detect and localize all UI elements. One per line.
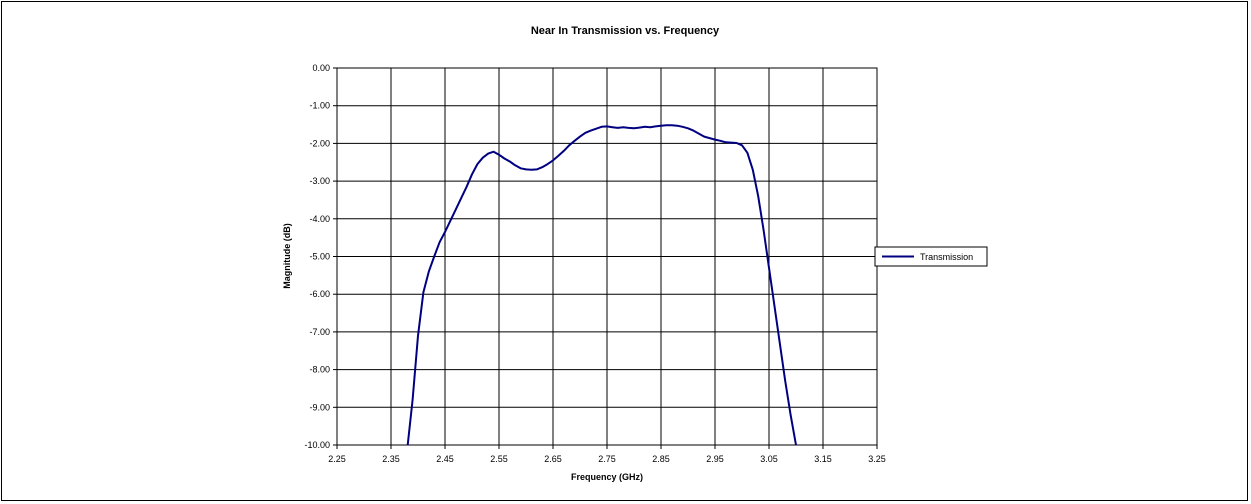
x-tick-label: 2.95 bbox=[706, 454, 724, 464]
y-tick-label: -6.00 bbox=[309, 289, 330, 299]
legend-box bbox=[874, 246, 988, 267]
y-tick-labels: 0.00 -1.00 -2.00 -3.00 -4.00 -5.00 -6.00 -7.00 -… bbox=[304, 63, 330, 450]
x-tick-labels: 2.25 2.35 2.45 2.55 2.65 2.75 2.85 2.95 3.05 3.15… bbox=[328, 454, 886, 464]
y-tick-label: -1.00 bbox=[309, 101, 330, 111]
y-axis-title: Magnitude (dB) bbox=[282, 223, 292, 289]
series-line-transmission bbox=[406, 124, 797, 446]
x-tick-label: 2.65 bbox=[544, 454, 562, 464]
grid bbox=[333, 67, 878, 449]
x-tick-label: 3.15 bbox=[814, 454, 832, 464]
x-tick-label: 2.35 bbox=[382, 454, 400, 464]
y-tick-label: -10.00 bbox=[304, 440, 330, 450]
x-tick-label: 3.05 bbox=[760, 454, 778, 464]
x-tick-label: 2.75 bbox=[598, 454, 616, 464]
x-axis-title: Frequency (GHz) bbox=[571, 472, 643, 482]
y-tick-label: -9.00 bbox=[309, 402, 330, 412]
y-tick-label: -7.00 bbox=[309, 327, 330, 337]
y-tick-label: -2.00 bbox=[309, 138, 330, 148]
legend: Transmission bbox=[874, 246, 988, 267]
series-layer bbox=[406, 124, 797, 446]
x-tick-label: 3.25 bbox=[868, 454, 886, 464]
y-tick-label: -3.00 bbox=[309, 176, 330, 186]
y-tick-label: 0.00 bbox=[312, 63, 330, 73]
y-tick-label: -5.00 bbox=[309, 252, 330, 262]
y-tick-label: -8.00 bbox=[309, 365, 330, 375]
x-tick-label: 2.25 bbox=[328, 454, 346, 464]
x-tick-label: 2.55 bbox=[490, 454, 508, 464]
chart-title: Near In Transmission vs. Frequency bbox=[531, 25, 720, 37]
y-tick-label: -4.00 bbox=[309, 214, 330, 224]
x-tick-label: 2.45 bbox=[436, 454, 454, 464]
legend-label-transmission: Transmission bbox=[920, 252, 973, 262]
x-tick-label: 2.85 bbox=[652, 454, 670, 464]
